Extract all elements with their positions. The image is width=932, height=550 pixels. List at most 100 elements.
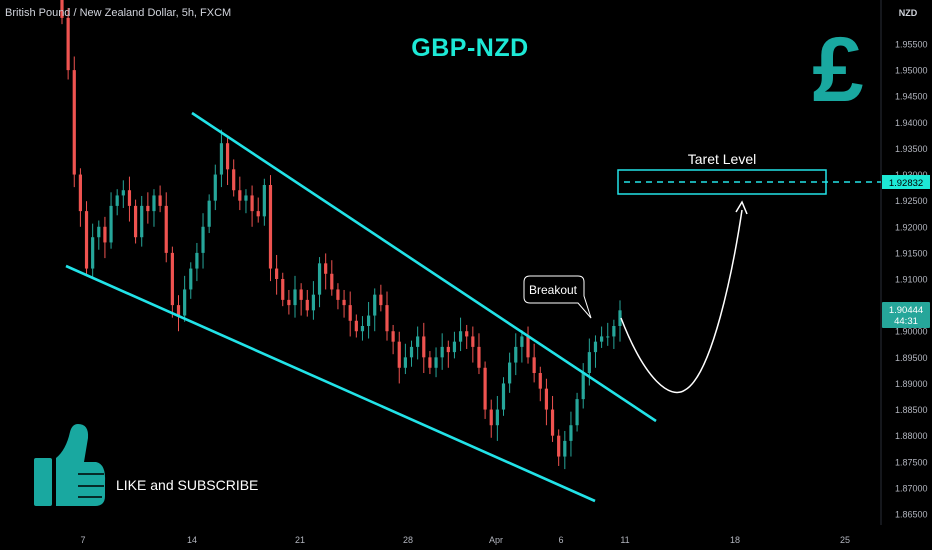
candle <box>262 178 266 226</box>
candle <box>422 322 426 373</box>
candle-body <box>189 268 193 290</box>
candle-body <box>195 252 199 269</box>
candle-body <box>477 346 481 368</box>
pound-sign-icon: £ <box>812 19 863 121</box>
candle-body <box>152 195 156 212</box>
candle-body <box>238 190 242 201</box>
candle <box>152 189 156 227</box>
candle <box>305 289 309 317</box>
y-tick-label: 1.94500 <box>895 92 928 102</box>
candle-body <box>225 143 230 170</box>
candle-body <box>526 336 530 358</box>
candle <box>115 189 119 216</box>
y-axis: NZD 1.95500 1.95000 1.94500 1.94000 1.93500 1.… <box>880 0 928 525</box>
y-tick-label: 1.95000 <box>895 66 928 76</box>
candle-body <box>612 326 616 337</box>
x-tick-label: 14 <box>187 535 197 545</box>
candle-body <box>84 211 89 269</box>
candle <box>127 176 132 222</box>
candle-body <box>330 273 334 290</box>
candle-body <box>115 195 119 206</box>
candle <box>299 283 303 316</box>
candle-body <box>416 336 420 347</box>
thumbs-up-hand <box>56 424 106 506</box>
candle <box>232 159 236 197</box>
candle <box>66 7 70 80</box>
thumbs-up-cuff <box>34 458 52 506</box>
target-zone: Taret Level <box>617 151 881 195</box>
candle <box>373 288 377 332</box>
candle <box>256 197 260 223</box>
candle <box>440 333 444 370</box>
candle-body <box>563 440 567 457</box>
candle-body <box>538 373 542 389</box>
y-tick-label: 1.86500 <box>895 510 928 520</box>
countdown-text: 44:31 <box>894 316 918 327</box>
candle <box>287 289 291 315</box>
x-tick-label: 11 <box>620 535 629 545</box>
candle <box>207 194 211 234</box>
candle <box>133 199 138 244</box>
y-tick-label: 1.90000 <box>895 327 928 337</box>
candle-body <box>317 263 322 295</box>
candle-body <box>146 205 150 212</box>
candle <box>458 317 463 352</box>
candle-body <box>133 205 138 238</box>
candle-body <box>183 289 187 316</box>
candle <box>238 176 242 211</box>
pair-title: GBP-NZD <box>411 34 529 62</box>
candle-body <box>379 294 383 306</box>
candle <box>538 366 542 402</box>
candle <box>532 343 536 383</box>
candle <box>360 316 365 341</box>
candle <box>354 314 358 338</box>
candle-body <box>575 399 579 426</box>
candle-body <box>207 200 211 227</box>
candle <box>397 331 401 384</box>
candle <box>97 220 101 250</box>
candle <box>557 429 561 466</box>
candle-body <box>434 357 438 368</box>
candle <box>342 289 346 318</box>
candle-body <box>495 409 499 426</box>
y-axis-unit: NZD <box>899 8 918 18</box>
candle <box>520 330 524 363</box>
candle-body <box>281 279 285 300</box>
candle-body <box>465 331 469 337</box>
candle <box>508 352 512 393</box>
curved-arrow-icon <box>620 200 748 394</box>
candle <box>514 333 518 376</box>
candle <box>501 377 506 416</box>
candle <box>189 262 193 299</box>
candle-body <box>489 409 493 426</box>
candle-body <box>232 169 236 191</box>
candle <box>225 136 230 185</box>
candle <box>281 272 285 307</box>
candle-body <box>452 341 457 353</box>
candle-body <box>593 341 598 353</box>
candle <box>391 324 395 355</box>
candle <box>348 291 352 337</box>
target-price-text: 1.92832 <box>889 178 923 189</box>
candle-body <box>250 195 254 212</box>
candle <box>317 257 322 308</box>
candle-body <box>103 226 107 243</box>
y-tick-label: 1.89500 <box>895 353 928 363</box>
candle-body <box>397 341 401 368</box>
x-tick-label: 6 <box>558 535 563 545</box>
candle <box>465 324 469 349</box>
candle <box>416 326 420 360</box>
x-axis: 7 14 21 28 Apr 6 11 18 25 <box>80 535 850 545</box>
candle-body <box>219 143 224 175</box>
candle <box>324 253 328 290</box>
candle <box>250 185 254 227</box>
candle <box>195 242 199 282</box>
candle <box>550 395 555 442</box>
candle-body <box>201 226 205 253</box>
y-tick-label: 1.88000 <box>895 431 928 441</box>
breakout-callout: Breakout <box>523 275 592 319</box>
candle-body <box>293 289 297 306</box>
candle-body <box>342 299 346 306</box>
candle <box>452 331 457 359</box>
